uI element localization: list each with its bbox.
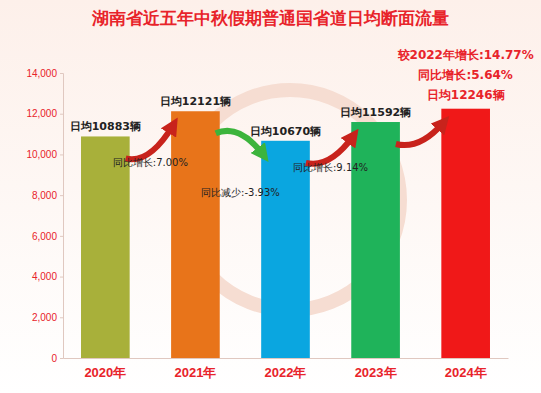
data-label: 日均10670辆 bbox=[250, 125, 321, 138]
chart: 湖南省近五年中秋假期普通国省道日均断面流量 0 2,000 4,000 6,000 8,0… bbox=[0, 0, 541, 393]
y-tick-label: 0 bbox=[51, 353, 57, 364]
y-tick-label: 12,000 bbox=[26, 108, 57, 119]
annotation: 较2022年增长:14.77% bbox=[397, 48, 534, 62]
x-tick-label: 2022年 bbox=[265, 365, 307, 380]
change-arrow bbox=[306, 136, 353, 164]
x-tick-label: 2020年 bbox=[84, 365, 126, 380]
x-tick-label: 2024年 bbox=[445, 365, 487, 380]
bar bbox=[261, 141, 310, 358]
bar bbox=[351, 122, 400, 358]
x-axis: 2020年 2021年 2022年 2023年 2024年 bbox=[64, 358, 509, 380]
x-axis-line bbox=[64, 358, 509, 359]
x-tick: 2020年 bbox=[84, 358, 126, 380]
change-label: 同比增长:7.00% bbox=[113, 157, 188, 168]
change-label: 同比减少:-3.93% bbox=[201, 187, 280, 198]
y-tick-mark bbox=[60, 195, 63, 196]
data-label: 日均11592辆 bbox=[340, 106, 411, 119]
y-axis-line bbox=[60, 74, 64, 359]
y-tick: 14,000 bbox=[26, 68, 63, 79]
y-tick-mark bbox=[60, 277, 63, 278]
y-tick-label: 2,000 bbox=[32, 312, 57, 323]
x-tick: 2024年 bbox=[445, 358, 487, 380]
bar bbox=[171, 111, 220, 358]
y-tick: 12,000 bbox=[26, 108, 63, 119]
y-tick-label: 10,000 bbox=[26, 149, 57, 160]
title: 湖南省近五年中秋假期普通国省道日均断面流量 bbox=[91, 8, 449, 28]
data-label: 日均12121辆 bbox=[160, 95, 231, 108]
data-label: 日均12246辆 bbox=[427, 88, 505, 102]
x-tick: 2021年 bbox=[174, 358, 216, 380]
y-tick-label: 6,000 bbox=[32, 231, 57, 242]
x-tick-label: 2021年 bbox=[174, 365, 216, 380]
x-tick-label: 2023年 bbox=[355, 365, 397, 380]
y-tick-mark bbox=[60, 114, 63, 115]
y-tick: 8,000 bbox=[32, 190, 63, 201]
y-tick-mark bbox=[60, 317, 63, 318]
y-tick-label: 14,000 bbox=[26, 68, 57, 79]
data-labels: 日均10883辆 日均12121辆日均10670辆 日均11592辆 日均12246辆 bbox=[70, 88, 505, 138]
x-tick: 2022年 bbox=[265, 358, 307, 380]
background bbox=[0, 0, 541, 393]
y-tick: 0 bbox=[51, 353, 63, 364]
y-tick-mark bbox=[60, 154, 63, 155]
y-axis: 0 2,000 4,000 6,000 8,000 10,000 12,000 14,000 bbox=[26, 68, 63, 364]
y-tick: 10,000 bbox=[26, 149, 63, 160]
bars bbox=[81, 109, 490, 358]
y-tick: 4,000 bbox=[32, 271, 63, 282]
data-label: 日均10883辆 bbox=[70, 120, 141, 133]
x-tick: 2023年 bbox=[355, 358, 397, 380]
y-tick: 2,000 bbox=[32, 312, 63, 323]
y-tick-mark bbox=[60, 236, 63, 237]
bar bbox=[81, 136, 130, 358]
y-tick: 6,000 bbox=[32, 231, 63, 242]
annotations: 同比增长:7.00% 同比减少:-3.93% 同比增长:9.14% 同比增长:5.64… bbox=[113, 48, 534, 198]
change-label: 同比增长:9.14% bbox=[293, 162, 368, 173]
change-label: 同比增长:5.64% bbox=[418, 68, 512, 82]
y-tick-mark bbox=[60, 73, 63, 74]
y-tick-label: 8,000 bbox=[32, 190, 57, 201]
bar bbox=[441, 109, 490, 358]
change-arrow bbox=[396, 123, 443, 145]
y-tick-mark bbox=[60, 358, 63, 359]
y-tick-label: 4,000 bbox=[32, 271, 57, 282]
